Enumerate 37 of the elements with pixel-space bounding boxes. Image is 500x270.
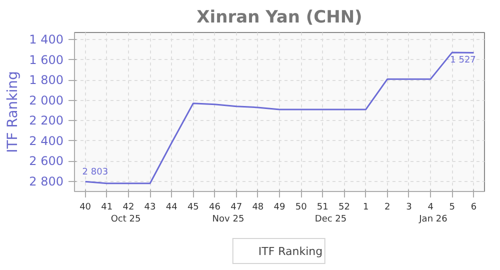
x-tick-label: 48 [252, 202, 264, 212]
x-tick-label: 42 [122, 202, 134, 212]
x-tick-label: 43 [144, 202, 156, 212]
text: Nov 25 [212, 214, 244, 224]
chart-title: Xinran Yan (CHN) [196, 8, 362, 28]
text: Oct 25 [110, 214, 141, 224]
y-tick-label: 2 000 [29, 93, 64, 108]
x-tick-label: 1 [362, 202, 369, 212]
x-tick-label: 45 [187, 202, 199, 212]
x-tick-label: 52 [338, 202, 350, 212]
line-series [84, 52, 474, 184]
x-tick-label: 2 [384, 202, 390, 212]
y-tick-label: 1 400 [29, 32, 64, 47]
text: Dec 25 [314, 214, 347, 224]
x-tick-label: 46 [209, 202, 221, 212]
y-tick-label: 1 800 [29, 73, 64, 88]
data-label: 2 803 [82, 168, 108, 178]
text: Jan 26 [418, 214, 448, 224]
x-tick-label: 47 [230, 202, 242, 212]
x-tick-label: 51 [316, 202, 328, 212]
x-tick-label: 4 [428, 202, 434, 212]
x-tick-label: 44 [166, 202, 178, 212]
y-axis-title: ITF Ranking [5, 71, 22, 153]
y-tick-label: 1 600 [29, 52, 64, 67]
x-tick-label: 40 [80, 202, 92, 212]
x-tick-label: 49 [274, 202, 286, 212]
x-tick-label: 6 [470, 202, 477, 212]
y-tick-label: 2 400 [29, 134, 64, 148]
x-tick-label: 5 [449, 202, 456, 212]
y-tick-label: 2 200 [29, 114, 64, 128]
x-tick-label: 41 [101, 202, 113, 212]
x-tick-label: 3 [406, 202, 412, 212]
data-label: 1 527 [450, 55, 476, 66]
text: ITF Ranking [258, 244, 323, 258]
y-tick-label: 2 800 [29, 174, 64, 188]
y-tick-label: 2 600 [29, 154, 64, 168]
x-tick-label: 50 [295, 202, 308, 212]
